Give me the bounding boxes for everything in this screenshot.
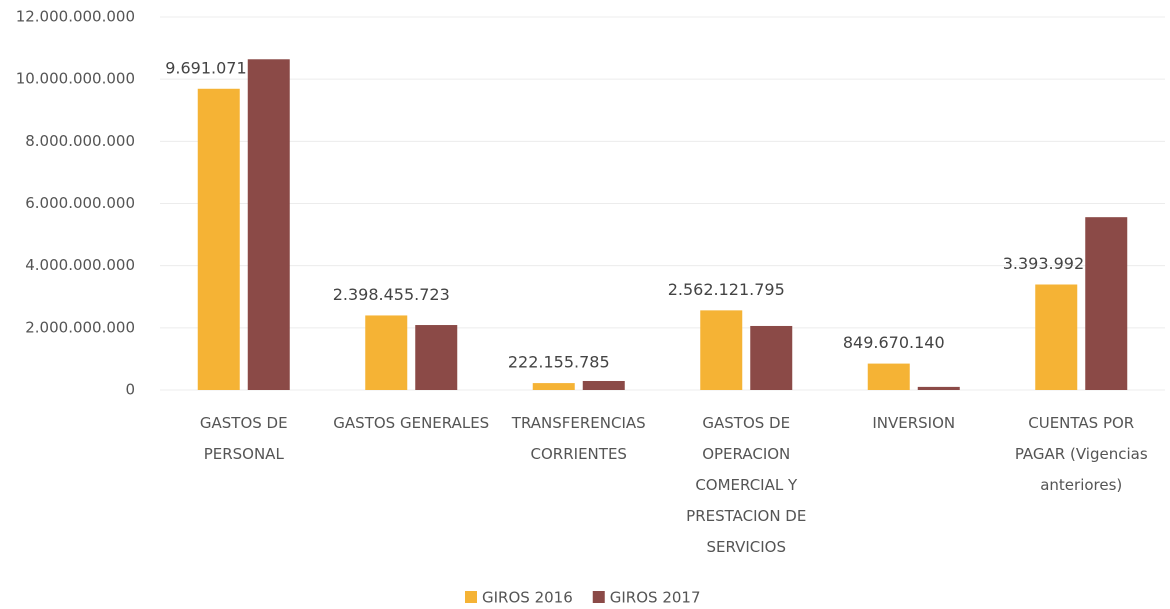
y-tick-label: 2.000.000.000 — [25, 318, 135, 336]
y-tick-label: 6.000.000.000 — [25, 194, 135, 212]
bar — [1035, 284, 1078, 390]
x-tick-label: INVERSION — [872, 414, 956, 432]
y-tick-label: 8.000.000.000 — [25, 132, 135, 150]
bar — [750, 325, 793, 390]
legend-label: GIROS 2017 — [610, 589, 701, 607]
legend-swatch — [465, 591, 477, 603]
x-tick-label: GASTOS GENERALES — [333, 414, 490, 432]
bar — [532, 383, 575, 390]
bar — [415, 325, 458, 390]
value-label: 849.670.140 — [843, 333, 945, 352]
bar — [700, 310, 743, 390]
bar — [197, 88, 240, 391]
legend-swatch — [592, 591, 605, 603]
legend-label: GIROS 2016 — [482, 589, 573, 607]
x-tick-label: TRANSFERENCIAS CORRIENTES — [511, 414, 646, 463]
x-tick-label: GASTOS DE OPERACION COMERCIAL Y PRESTACI… — [686, 414, 807, 556]
y-tick-label: 10.000.000.000 — [16, 70, 135, 88]
value-label: 2.562.121.795 — [668, 280, 785, 299]
x-tick-label: CUENTAS POR PAGAR (Vigencias anteriores) — [1014, 414, 1148, 494]
bar — [917, 386, 960, 390]
y-tick-label: 4.000.000.000 — [25, 256, 135, 274]
bar — [247, 59, 290, 390]
value-label: 2.398.455.723 — [333, 285, 450, 304]
bar — [582, 380, 625, 390]
x-tick-label: GASTOS DE PERSONAL — [199, 414, 288, 463]
bar — [1085, 217, 1128, 390]
value-label: 222.155.785 — [508, 353, 610, 372]
bar — [867, 363, 910, 390]
bar — [365, 315, 408, 390]
y-tick-label: 12.000.000.000 — [16, 8, 135, 26]
y-tick-label: 0 — [125, 381, 135, 399]
